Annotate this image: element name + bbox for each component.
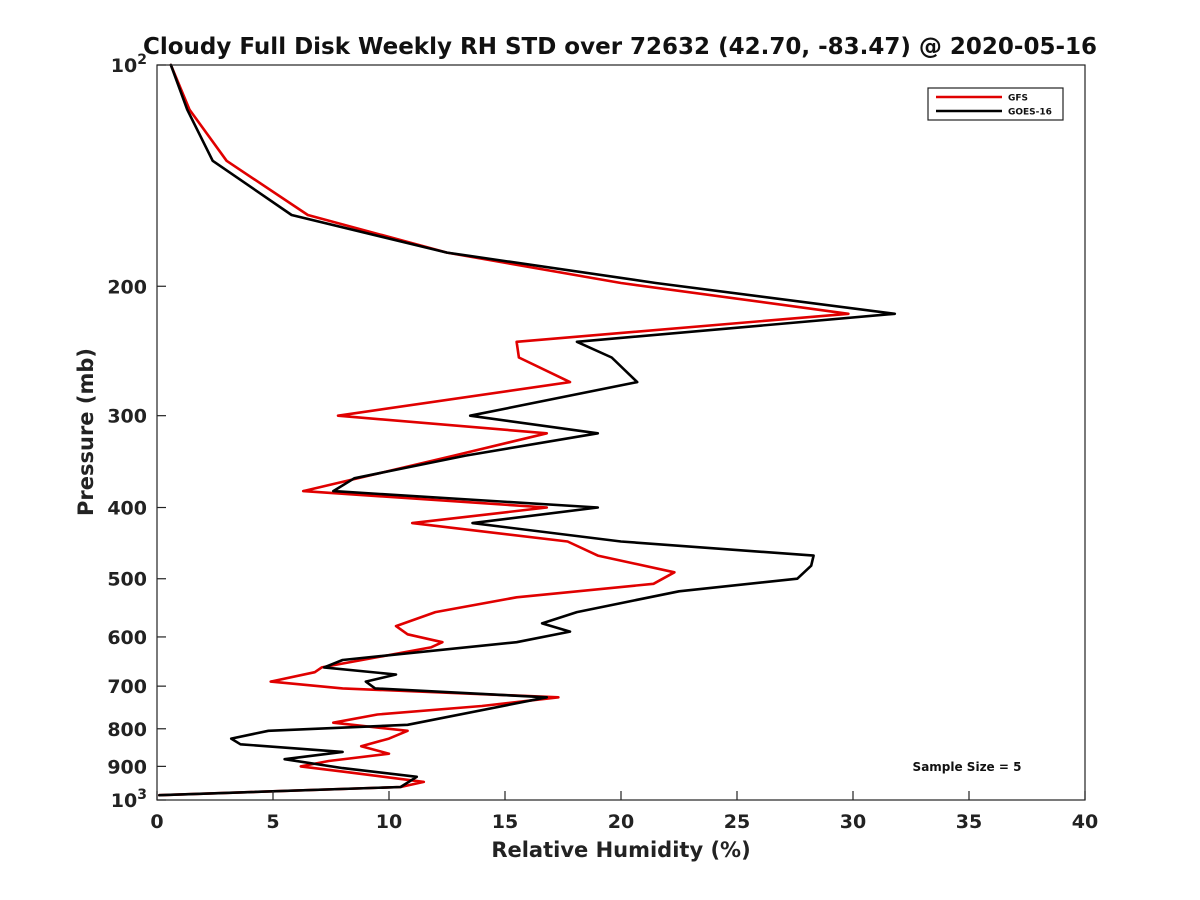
plot-axes-box — [156, 64, 1086, 801]
x-tick-label: 0 — [150, 811, 163, 833]
y-tick-label: 102 — [111, 52, 147, 77]
series-line-goes-16 — [158, 63, 897, 797]
y-axis-label: Pressure (mb) — [74, 348, 98, 516]
y-tick-label: 900 — [107, 756, 147, 778]
legend-label-gfs: GFS — [1008, 94, 1028, 104]
x-tick-label: 40 — [1072, 811, 1098, 833]
series-layer — [158, 63, 897, 797]
y-tick-label: 400 — [107, 498, 147, 520]
y-tick-label: 500 — [107, 569, 147, 591]
legend-box — [927, 87, 1064, 121]
y-tick-label: 700 — [107, 676, 147, 698]
x-tick-label: 20 — [608, 811, 634, 833]
y-tick-label: 300 — [107, 406, 147, 428]
x-tick-label: 30 — [840, 811, 866, 833]
legend: GFS GOES-16 — [927, 87, 1064, 121]
y-tick-label: 200 — [107, 276, 147, 298]
ticks-layer: 0 5 10 15 20 25 30 35 40 102 200 300 400 500 600 700 800… — [107, 52, 1098, 833]
x-tick-label: 15 — [492, 811, 518, 833]
x-tick-label: 10 — [376, 811, 402, 833]
x-axis-label: Relative Humidity (%) — [491, 838, 750, 862]
sample-size-annotation: Sample Size = 5 — [913, 760, 1022, 774]
chart-title: Cloudy Full Disk Weekly RH STD over 7263… — [143, 34, 1097, 60]
y-tick-label: 600 — [107, 627, 147, 649]
y-tick-label: 800 — [107, 719, 147, 741]
x-tick-label: 25 — [724, 811, 750, 833]
legend-label-goes-16: GOES-16 — [1008, 108, 1052, 118]
x-tick-label: 35 — [956, 811, 982, 833]
series-line-gfs — [158, 63, 850, 797]
x-tick-label: 5 — [266, 811, 279, 833]
y-tick-label: 103 — [111, 787, 147, 812]
